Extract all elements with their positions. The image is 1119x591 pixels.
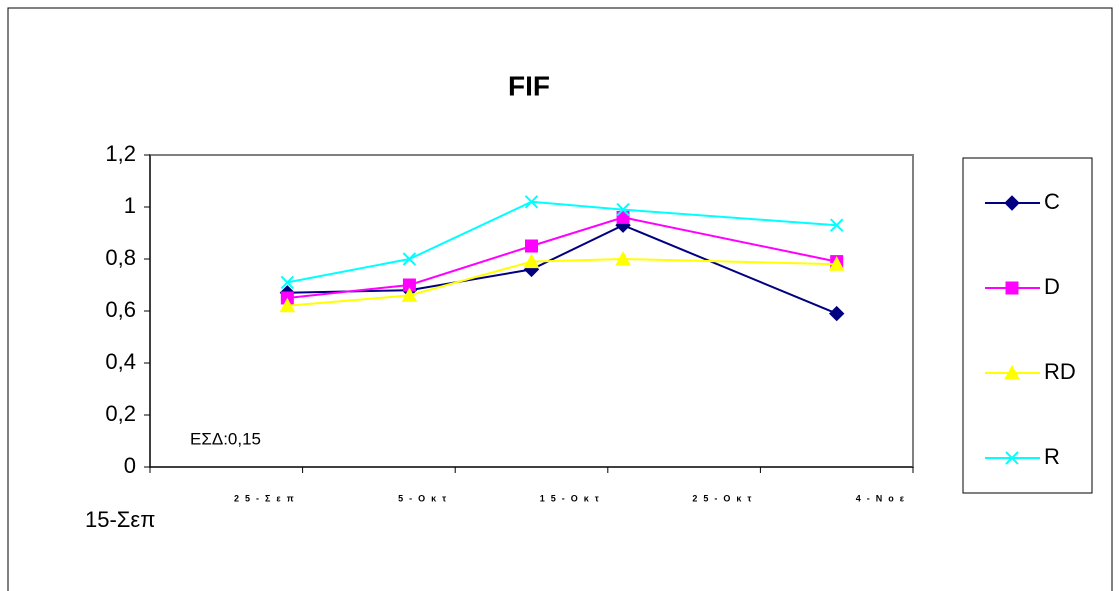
x-tick-label: 15-Οκτ <box>540 493 605 503</box>
marker <box>525 239 538 253</box>
marker <box>402 252 417 266</box>
x-tick-label: 25-Σεπ <box>234 493 300 503</box>
legend-box <box>962 157 1093 494</box>
chart-title: FIF <box>508 70 550 101</box>
legend-marker <box>1005 281 1019 295</box>
x-tick-label: 15-Σεπ <box>85 507 155 532</box>
y-tick-label: 0,4 <box>105 349 136 374</box>
y-tick-label: 1,2 <box>105 141 136 166</box>
x-tick-label: 25-Οκτ <box>692 493 757 503</box>
marker <box>615 250 631 266</box>
legend-label: C <box>1044 189 1060 214</box>
y-tick-label: 1 <box>124 193 136 218</box>
marker <box>280 275 295 290</box>
marker <box>401 287 418 302</box>
legend-marker <box>1004 364 1020 380</box>
marker <box>523 253 540 269</box>
marker <box>616 202 630 217</box>
x-tick-label: 4-Νοε <box>856 493 910 503</box>
legend-label: R <box>1044 444 1060 469</box>
y-tick-label: 0 <box>124 453 136 478</box>
legend-marker <box>1004 195 1020 211</box>
marker <box>524 195 539 209</box>
marker <box>616 210 630 224</box>
annotation: ΕΣΔ:0,15 <box>190 429 261 448</box>
legend-label: RD <box>1044 359 1076 384</box>
legend-marker <box>1005 451 1019 465</box>
plot-area <box>149 154 914 468</box>
marker <box>279 297 296 313</box>
y-tick-label: 0,6 <box>105 297 136 322</box>
x-tick-label: 5-Οκτ <box>398 493 452 503</box>
y-tick-label: 0,2 <box>105 401 136 426</box>
marker <box>829 218 844 232</box>
marker <box>828 256 845 271</box>
marker <box>828 305 845 322</box>
legend-label: D <box>1044 274 1060 299</box>
y-tick-label: 0,8 <box>105 245 136 270</box>
